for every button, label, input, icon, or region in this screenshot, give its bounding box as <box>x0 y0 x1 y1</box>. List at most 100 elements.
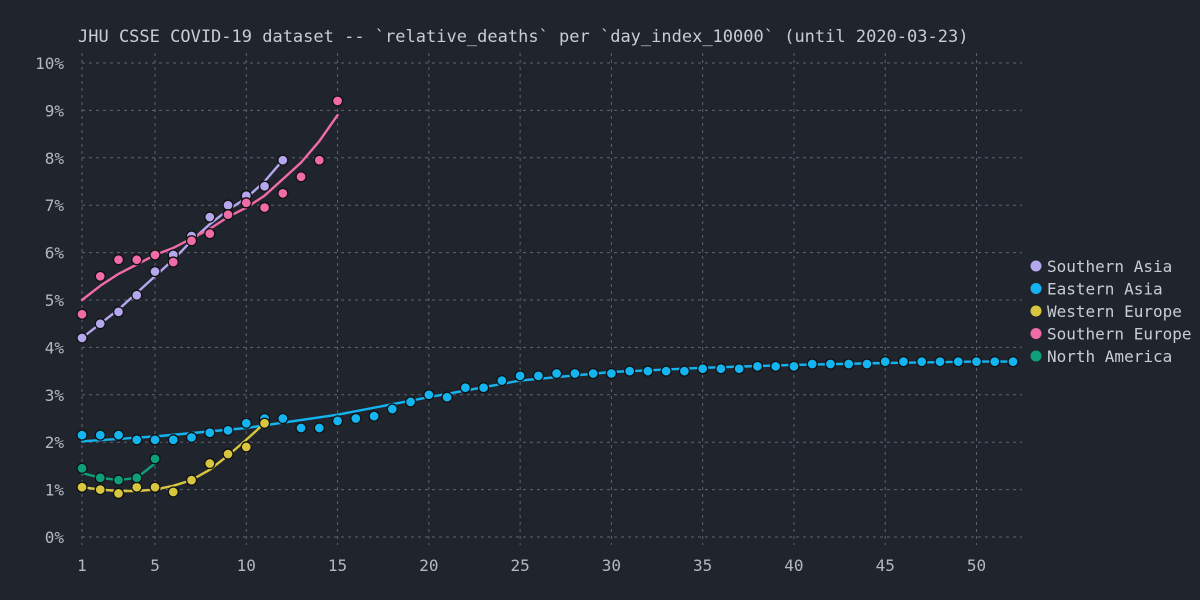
data-point <box>185 235 198 247</box>
data-points <box>76 95 1019 500</box>
data-point <box>94 472 106 484</box>
data-point <box>569 367 581 380</box>
data-point <box>550 367 563 380</box>
data-point <box>897 355 910 368</box>
data-point <box>404 396 417 408</box>
legend-marker <box>1030 283 1042 294</box>
x-tick-label: 1 <box>77 556 87 575</box>
data-point <box>204 427 216 439</box>
legend-label: Southern Europe <box>1047 325 1192 344</box>
legend: Southern Asia Eastern Asia Western Europe S… <box>1030 257 1192 366</box>
data-point <box>843 358 855 370</box>
legend-label: Southern Asia <box>1047 257 1172 276</box>
x-tick-label: 20 <box>419 556 438 575</box>
data-point <box>350 412 362 425</box>
data-point <box>459 382 472 394</box>
data-point <box>258 180 271 192</box>
legend-label: Eastern Asia <box>1047 280 1163 299</box>
y-tick-label: 0% <box>45 528 65 547</box>
data-point <box>824 358 837 370</box>
data-point <box>386 403 398 415</box>
data-point <box>934 355 946 368</box>
data-point <box>258 417 271 429</box>
data-point <box>94 270 106 282</box>
data-point <box>715 363 727 375</box>
data-point <box>605 367 618 380</box>
data-point <box>441 391 453 403</box>
x-tick-label: 45 <box>876 556 895 575</box>
data-point <box>94 318 106 330</box>
x-axis-ticks: 1 5 10 15 20 25 30 35 40 45 50 <box>77 556 986 575</box>
data-point <box>496 374 508 387</box>
data-point <box>149 453 161 465</box>
data-point <box>806 358 818 370</box>
data-point <box>131 472 143 484</box>
y-tick-label: 1% <box>45 481 65 500</box>
data-point <box>149 249 161 261</box>
data-point <box>952 355 964 368</box>
x-tick-label: 5 <box>150 556 160 575</box>
data-point <box>514 370 526 382</box>
legend-marker <box>1030 260 1042 272</box>
data-point <box>185 474 198 486</box>
y-tick-label: 9% <box>45 101 65 120</box>
data-point <box>76 462 88 474</box>
x-tick-label: 10 <box>237 556 256 575</box>
legend-label: North America <box>1047 347 1172 366</box>
data-point <box>277 412 289 425</box>
data-point <box>1007 355 1019 368</box>
x-tick-label: 30 <box>602 556 621 575</box>
y-axis-ticks: 0% 1% 2% 3% 4% 5% 6% 7% 8% 9% 10% <box>35 54 64 547</box>
y-tick-label: 2% <box>45 433 65 452</box>
data-point <box>642 365 654 377</box>
data-point <box>204 211 216 223</box>
data-point <box>149 434 161 446</box>
data-point <box>477 382 490 394</box>
x-tick-label: 35 <box>693 556 712 575</box>
data-point <box>587 367 599 380</box>
data-point <box>222 424 234 437</box>
data-point <box>861 358 873 370</box>
data-point <box>989 355 1001 368</box>
data-point <box>94 483 106 496</box>
legend-label: Western Europe <box>1047 302 1182 321</box>
trend-line-0 <box>80 159 284 340</box>
data-point <box>131 434 143 446</box>
data-point <box>788 360 800 373</box>
data-point <box>751 360 764 373</box>
data-point <box>185 431 198 444</box>
data-point <box>697 363 709 375</box>
data-point <box>76 429 88 441</box>
legend-marker <box>1030 305 1042 317</box>
data-point <box>313 154 325 166</box>
data-point <box>94 429 106 441</box>
data-point <box>240 197 252 209</box>
data-point <box>131 289 143 301</box>
chart-title: JHU CSSE COVID-19 dataset -- `relative_d… <box>78 27 968 47</box>
trend-line-3 <box>80 113 339 302</box>
data-point <box>258 201 271 214</box>
data-point <box>733 363 745 375</box>
data-point <box>131 481 143 493</box>
data-point <box>167 434 179 446</box>
data-point <box>222 209 234 221</box>
data-point <box>204 227 216 240</box>
data-point <box>623 365 636 377</box>
data-point <box>916 355 928 368</box>
data-point <box>112 487 125 500</box>
x-tick-label: 50 <box>967 556 986 575</box>
data-point <box>112 306 125 318</box>
data-point <box>295 171 307 183</box>
y-tick-label: 5% <box>45 291 65 310</box>
y-tick-label: 4% <box>45 338 65 357</box>
data-point <box>660 365 672 377</box>
legend-marker <box>1030 350 1042 362</box>
data-point <box>970 355 983 368</box>
data-point <box>76 481 88 493</box>
x-tick-label: 15 <box>328 556 347 575</box>
data-point <box>770 360 782 373</box>
data-point <box>277 187 289 200</box>
data-point <box>204 457 216 470</box>
data-point <box>149 265 161 278</box>
